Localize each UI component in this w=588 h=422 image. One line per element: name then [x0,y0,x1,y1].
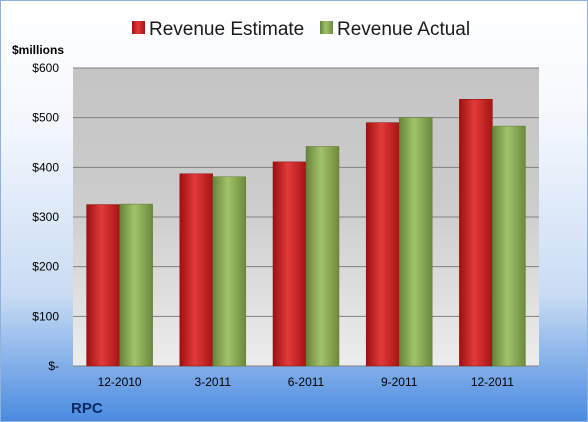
y-tick-label: $600 [32,61,59,75]
y-tick-label: $200 [32,260,59,274]
bar-estimate [86,204,120,367]
bar-estimate [459,99,493,367]
legend-label-estimate: Revenue Estimate [149,19,304,40]
bar-actual [398,117,433,367]
legend-label-actual: Revenue Actual [337,19,470,40]
y-tick-label: $300 [32,210,59,224]
x-tick-label: 6-2011 [288,375,325,389]
x-axis-ticks: 12-2010 3-2011 6-2011 9-2011 12-2011 [98,375,515,389]
bar-estimate [179,173,214,367]
x-tick-label: 12-2010 [98,375,142,389]
x-tick-label: 3-2011 [195,375,232,389]
bars [86,99,526,367]
legend-swatch-estimate [132,21,145,34]
y-tick-label: $400 [32,160,59,174]
x-tick-label: 9-2011 [381,375,418,389]
y-tick-label: $100 [32,309,59,323]
bar-actual [305,146,340,367]
legend: Revenue Estimate Revenue Actual [132,19,470,40]
y-tick-label: $- [48,359,59,373]
bar-estimate [365,122,400,367]
x-tick-label: 12-2011 [471,375,514,389]
y-axis-label: $millions [12,43,64,57]
bar-estimate [272,161,307,367]
legend-swatch-actual [320,21,333,34]
bar-actual [119,203,153,367]
company-label: RPC [71,400,103,417]
bar-actual [492,125,526,367]
y-tick-label: $500 [32,111,59,125]
y-axis-ticks: $- $100 $200 $300 $400 $500 $600 [32,61,59,373]
bar-actual [212,176,247,367]
